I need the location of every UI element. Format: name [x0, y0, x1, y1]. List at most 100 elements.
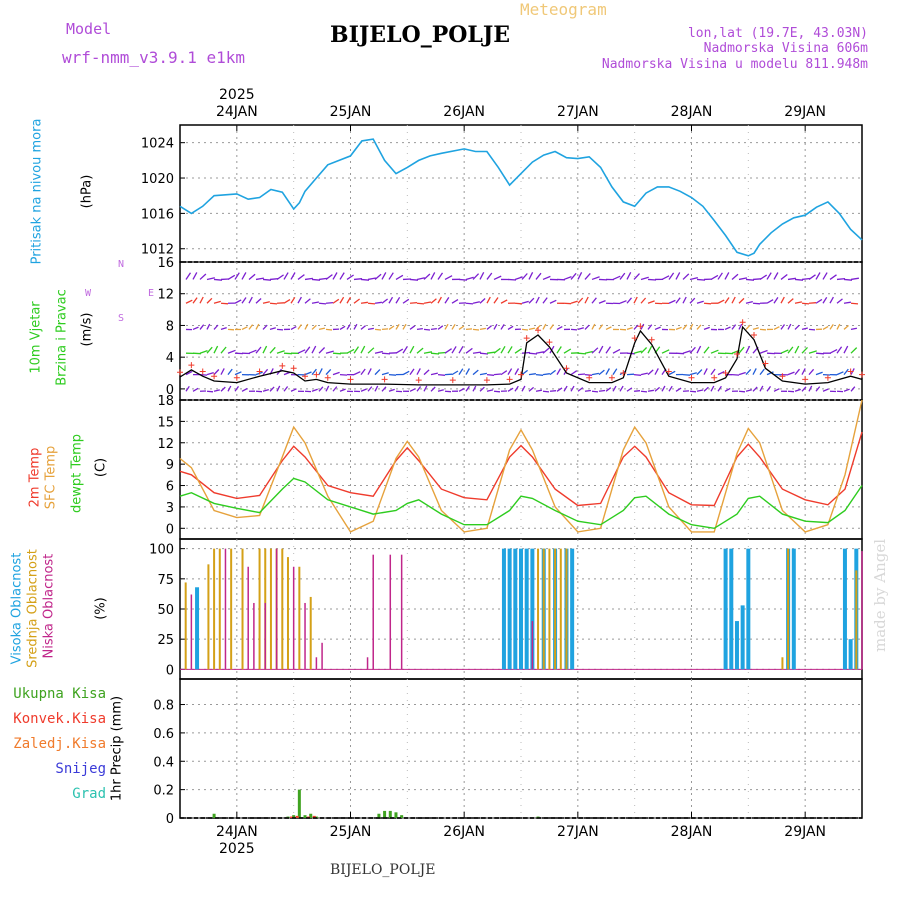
wind-barb	[591, 323, 596, 330]
wind-barb	[430, 272, 436, 280]
wind-barb	[801, 277, 810, 281]
wind-barb	[269, 327, 276, 331]
wind-barb	[780, 349, 789, 354]
wind-barb	[206, 371, 214, 376]
wind-barb	[521, 351, 531, 354]
wind-barb	[486, 373, 495, 376]
wind-barb	[577, 387, 584, 392]
wind-gust-marker	[688, 374, 695, 381]
precip-convective-bar	[312, 815, 316, 818]
wind-barb	[234, 272, 240, 280]
wind-gust-marker	[535, 327, 542, 334]
wind-barb	[472, 369, 479, 376]
high-cloud-bar	[501, 548, 506, 670]
high-cloud-bar	[507, 548, 512, 670]
wind-barb	[458, 325, 465, 330]
wind-barb	[822, 296, 828, 304]
wind-barb	[724, 326, 731, 331]
wind-barb	[465, 302, 474, 305]
wind-barb	[647, 324, 653, 330]
meteogram-title: Meteogram	[520, 0, 607, 19]
wind-barb	[759, 349, 768, 354]
wind-barb	[843, 278, 853, 281]
wind-barb	[514, 368, 520, 375]
wind-barb	[416, 327, 423, 331]
wind-barb	[710, 349, 719, 354]
wind-barb	[605, 387, 612, 392]
wind-barb	[829, 274, 837, 280]
wind-barb	[640, 390, 648, 393]
wind-barb	[339, 272, 345, 280]
precip-total-bar	[303, 815, 307, 818]
wind-barb	[710, 368, 716, 376]
wind-barb	[738, 390, 746, 393]
wind-barb	[773, 297, 779, 304]
wind-barb	[577, 352, 587, 355]
wind-barb	[570, 300, 578, 304]
high-cloud-bar	[524, 548, 529, 670]
wind-barb	[255, 323, 260, 330]
wind-barb	[703, 302, 712, 305]
wind-barb	[682, 296, 687, 304]
wind-barb	[416, 368, 421, 375]
wind-barb	[416, 302, 425, 305]
wind-barb	[619, 300, 627, 304]
wind-barb	[794, 301, 803, 304]
wind-barb	[647, 369, 654, 376]
wind-gust-marker	[586, 374, 593, 381]
wind-compass-s: S	[118, 313, 125, 324]
wind-barb	[220, 368, 225, 375]
wind-barb	[262, 388, 269, 392]
mid-cloud-bar	[184, 582, 187, 670]
wind-barb	[836, 298, 843, 304]
wind-barb	[346, 274, 354, 280]
y-tick-label: 18	[157, 394, 174, 409]
wind-barb	[367, 277, 377, 281]
wind-barb	[780, 273, 788, 280]
wind-barb	[381, 386, 387, 392]
wind-barb	[255, 277, 265, 281]
wind-barb	[675, 387, 682, 392]
wind-barb	[437, 325, 444, 330]
wind-barb	[402, 346, 408, 354]
wind-barb	[703, 346, 710, 354]
wind-gust-marker	[302, 373, 309, 380]
wind-barb	[808, 385, 813, 392]
wind-barb	[528, 386, 535, 392]
wind-barb	[381, 352, 391, 355]
wind-compass-n: N	[118, 259, 125, 270]
wind-barb	[416, 277, 425, 281]
wind-barb	[192, 272, 198, 280]
wind-barb	[388, 296, 394, 304]
wind-gust-marker	[779, 373, 786, 380]
precip-legend-hail: Grad	[72, 786, 106, 802]
high-cloud-bar	[791, 548, 796, 670]
wind-barb	[703, 386, 709, 392]
x-day-label-top: 26JAN	[443, 104, 485, 120]
mid-cloud-bar	[269, 548, 272, 670]
low-cloud-bar	[253, 602, 255, 670]
wind-gust-marker	[518, 371, 524, 378]
wind-barb	[339, 388, 346, 392]
wind-barb	[759, 385, 764, 392]
wind-barb	[591, 347, 599, 354]
wind-barb	[493, 390, 501, 393]
wind-barb	[570, 272, 577, 280]
wind-gust-marker	[199, 368, 206, 375]
wind-barb	[465, 328, 473, 331]
wind-barb	[640, 347, 648, 354]
wind-barb	[794, 388, 801, 392]
wind-gust-marker	[859, 371, 865, 378]
wind-barb	[836, 371, 844, 376]
wind-barb	[794, 278, 804, 281]
wind-barb	[633, 296, 638, 304]
wind-barb	[423, 328, 431, 331]
wind-barb	[731, 324, 737, 330]
wind-barb	[724, 387, 731, 392]
wind-barb	[374, 350, 383, 354]
wind-barb	[640, 323, 645, 330]
wind-gust-marker	[722, 370, 729, 377]
wind-barb	[745, 300, 753, 304]
wind-gust-marker	[449, 377, 456, 384]
wind-barb	[780, 296, 785, 304]
